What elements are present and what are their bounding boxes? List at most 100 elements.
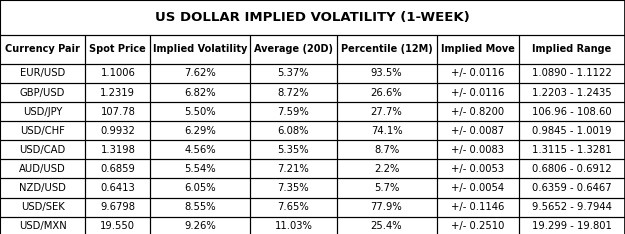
- Bar: [250, 197, 336, 217]
- Bar: [336, 121, 436, 140]
- Text: 2.2%: 2.2%: [374, 164, 399, 174]
- Text: 19.550: 19.550: [101, 221, 135, 231]
- Bar: [0, 140, 85, 159]
- Text: 1.1006: 1.1006: [101, 68, 135, 78]
- Bar: [0, 179, 85, 197]
- Bar: [436, 197, 519, 217]
- Text: EUR/USD: EUR/USD: [20, 68, 65, 78]
- Bar: [436, 83, 519, 102]
- Bar: [85, 102, 151, 121]
- Bar: [151, 217, 250, 234]
- Bar: [336, 83, 436, 102]
- Text: 0.6413: 0.6413: [101, 183, 135, 193]
- Text: +/- 0.0087: +/- 0.0087: [451, 126, 504, 136]
- Bar: [250, 159, 336, 179]
- Text: 7.59%: 7.59%: [278, 107, 309, 117]
- Bar: [519, 179, 625, 197]
- Bar: [336, 140, 436, 159]
- Bar: [85, 140, 151, 159]
- Bar: [519, 102, 625, 121]
- Text: 8.7%: 8.7%: [374, 145, 399, 155]
- Text: GBP/USD: GBP/USD: [20, 88, 66, 98]
- Bar: [85, 140, 151, 159]
- Bar: [250, 64, 336, 83]
- Bar: [519, 159, 625, 179]
- Bar: [85, 217, 151, 234]
- Bar: [85, 64, 151, 83]
- Text: 27.7%: 27.7%: [371, 107, 402, 117]
- Text: AUD/USD: AUD/USD: [19, 164, 66, 174]
- Bar: [151, 140, 250, 159]
- Bar: [519, 64, 625, 83]
- Bar: [250, 35, 336, 64]
- Bar: [0, 159, 85, 179]
- Text: 7.35%: 7.35%: [278, 183, 309, 193]
- Bar: [0, 217, 85, 234]
- Bar: [250, 140, 336, 159]
- Bar: [151, 197, 250, 217]
- Bar: [436, 102, 519, 121]
- Text: 1.0890 - 1.1122: 1.0890 - 1.1122: [532, 68, 612, 78]
- Text: 8.72%: 8.72%: [278, 88, 309, 98]
- Text: 0.9845 - 1.0019: 0.9845 - 1.0019: [532, 126, 612, 136]
- Bar: [0, 179, 85, 197]
- Bar: [0, 35, 85, 64]
- Text: Average (20D): Average (20D): [254, 44, 333, 54]
- Bar: [336, 159, 436, 179]
- Bar: [85, 35, 151, 64]
- Text: 9.26%: 9.26%: [184, 221, 216, 231]
- Bar: [85, 197, 151, 217]
- Bar: [250, 217, 336, 234]
- Bar: [85, 217, 151, 234]
- Bar: [336, 64, 436, 83]
- Bar: [0, 83, 85, 102]
- Bar: [519, 83, 625, 102]
- Bar: [0, 102, 85, 121]
- Bar: [436, 179, 519, 197]
- Text: 7.65%: 7.65%: [278, 202, 309, 212]
- Bar: [85, 179, 151, 197]
- Bar: [436, 64, 519, 83]
- Bar: [519, 83, 625, 102]
- Bar: [436, 217, 519, 234]
- Bar: [250, 159, 336, 179]
- Bar: [250, 102, 336, 121]
- Bar: [0, 121, 85, 140]
- Text: +/- 0.0054: +/- 0.0054: [451, 183, 504, 193]
- Bar: [336, 35, 436, 64]
- Text: 74.1%: 74.1%: [371, 126, 402, 136]
- Bar: [336, 197, 436, 217]
- Text: 11.03%: 11.03%: [274, 221, 312, 231]
- Bar: [519, 217, 625, 234]
- Bar: [250, 83, 336, 102]
- Bar: [85, 121, 151, 140]
- Bar: [519, 102, 625, 121]
- Bar: [151, 159, 250, 179]
- Text: 6.08%: 6.08%: [278, 126, 309, 136]
- Bar: [336, 217, 436, 234]
- Bar: [85, 83, 151, 102]
- Text: Spot Price: Spot Price: [89, 44, 146, 54]
- Text: 107.78: 107.78: [101, 107, 135, 117]
- Bar: [85, 179, 151, 197]
- Text: USD/CHF: USD/CHF: [20, 126, 65, 136]
- Text: 0.6359 - 0.6467: 0.6359 - 0.6467: [532, 183, 612, 193]
- Bar: [519, 217, 625, 234]
- Bar: [151, 83, 250, 102]
- Bar: [519, 35, 625, 64]
- Text: +/- 0.8200: +/- 0.8200: [451, 107, 504, 117]
- Bar: [250, 179, 336, 197]
- Bar: [519, 64, 625, 83]
- Bar: [0, 0, 625, 35]
- Bar: [151, 35, 250, 64]
- Text: 93.5%: 93.5%: [371, 68, 402, 78]
- Bar: [336, 159, 436, 179]
- Bar: [519, 140, 625, 159]
- Bar: [519, 197, 625, 217]
- Text: 9.5652 - 9.7944: 9.5652 - 9.7944: [532, 202, 612, 212]
- Text: 8.55%: 8.55%: [184, 202, 216, 212]
- Text: 5.7%: 5.7%: [374, 183, 399, 193]
- Bar: [0, 64, 85, 83]
- Bar: [336, 140, 436, 159]
- Bar: [250, 83, 336, 102]
